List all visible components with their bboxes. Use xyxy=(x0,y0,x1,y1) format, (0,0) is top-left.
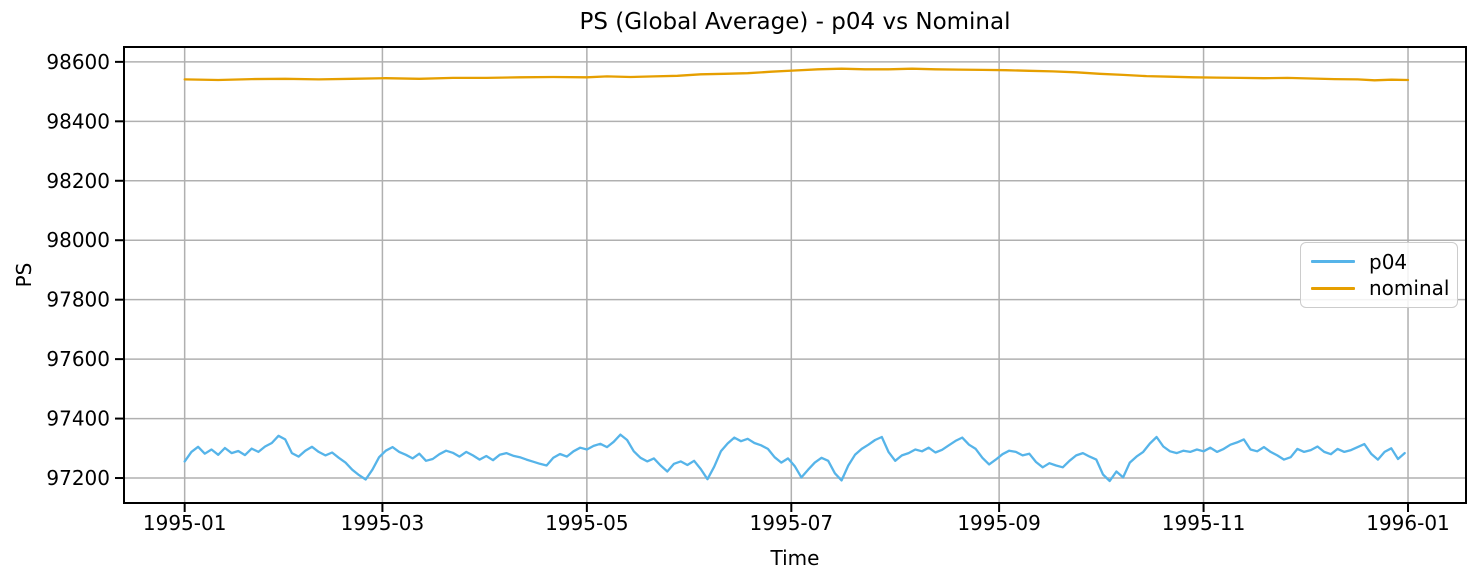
x-tick-label: 1995-07 xyxy=(750,511,834,535)
x-tick-label: 1995-01 xyxy=(143,511,227,535)
y-tick-label: 98400 xyxy=(46,109,110,133)
y-tick-label: 98600 xyxy=(46,50,110,74)
x-tick-label: 1995-03 xyxy=(341,511,425,535)
chart-title: PS (Global Average) - p04 vs Nominal xyxy=(579,9,1011,35)
y-axis-label: PS xyxy=(12,262,36,288)
y-tick-label: 98000 xyxy=(46,228,110,252)
x-tick-label: 1996-01 xyxy=(1366,511,1450,535)
legend: p04 nominal xyxy=(1300,242,1458,308)
x-axis-label: Time xyxy=(770,546,820,570)
y-tick-label: 97600 xyxy=(46,347,110,371)
y-tick-label: 97200 xyxy=(46,466,110,490)
legend-entry-p04: p04 xyxy=(1311,252,1447,272)
plot-frame xyxy=(123,46,1467,504)
nominal-line-swatch xyxy=(1311,286,1355,291)
series-line-nominal xyxy=(183,67,1410,82)
x-tick-label: 1995-09 xyxy=(957,511,1041,535)
y-tick-label: 97800 xyxy=(46,288,110,312)
x-tick-label: 1995-05 xyxy=(545,511,629,535)
y-tick-label: 98200 xyxy=(46,169,110,193)
y-tick-label: 97400 xyxy=(46,407,110,431)
legend-label-p04: p04 xyxy=(1369,249,1408,274)
p04-line-swatch xyxy=(1311,259,1355,264)
series-line-p04 xyxy=(183,433,1406,483)
legend-entry-nominal: nominal xyxy=(1311,276,1450,301)
legend-label-nominal: nominal xyxy=(1369,276,1450,301)
x-tick-label: 1995-11 xyxy=(1162,511,1246,535)
